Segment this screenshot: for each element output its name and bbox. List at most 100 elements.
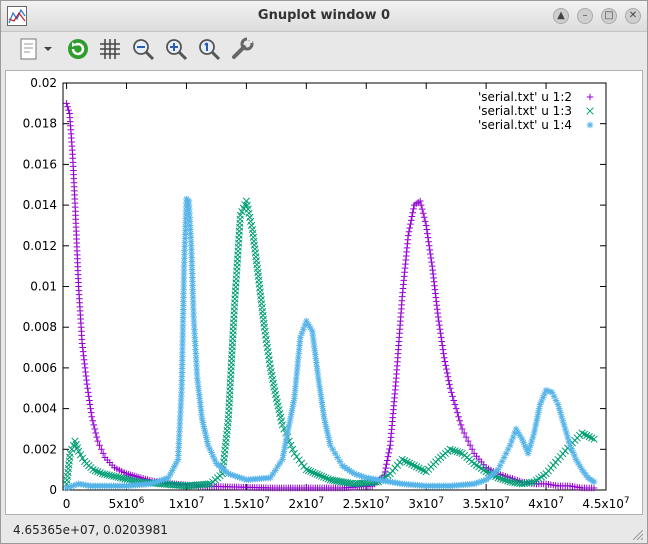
- data-point: [587, 434, 596, 442]
- toolbar: [1, 32, 647, 66]
- maximize-button[interactable]: □: [601, 8, 617, 24]
- data-point: [188, 270, 196, 277]
- data-point: [194, 378, 202, 386]
- export-button[interactable]: [17, 36, 57, 62]
- data-point: [320, 473, 328, 481]
- keep-above-button[interactable]: ▲: [553, 8, 569, 24]
- data-point: [590, 435, 598, 443]
- data-point: [564, 433, 571, 441]
- data-point: [296, 338, 304, 345]
- data-point: [125, 476, 134, 484]
- data-point: [532, 421, 540, 429]
- data-point: [548, 389, 556, 396]
- data-point: [512, 425, 520, 433]
- data-point: [528, 478, 536, 486]
- data-point: [311, 469, 319, 478]
- data-point: [195, 391, 203, 398]
- data-point: [466, 441, 474, 449]
- data-point: [189, 278, 196, 285]
- data-point: [450, 397, 458, 404]
- data-point: [91, 425, 99, 433]
- plot-area[interactable]: 0 0.002 0.004 0.006 0.008 0.01 0.012 0.014 0.016…: [5, 70, 643, 515]
- data-point: [324, 430, 332, 438]
- data-point: [180, 290, 187, 298]
- data-point: [176, 420, 184, 428]
- data-point: [191, 338, 199, 345]
- replot-button[interactable]: [65, 36, 91, 62]
- data-point: [384, 453, 392, 460]
- data-point: [179, 317, 187, 325]
- data-point: [191, 325, 198, 333]
- data-point: [283, 431, 291, 439]
- data-point: [310, 335, 317, 343]
- settings-button[interactable]: [229, 36, 255, 62]
- data-point: [457, 421, 465, 429]
- data-point: [423, 226, 431, 233]
- data-point: [439, 342, 446, 349]
- data-point: [179, 306, 187, 313]
- x-tick-mantissa: 2.5x10: [343, 497, 384, 511]
- data-point: [294, 362, 301, 370]
- data-point: [297, 334, 304, 341]
- data-point: [436, 321, 443, 329]
- title-bar[interactable]: Gnuplot window 0 ▲ – □ ✕: [1, 1, 647, 32]
- data-point: [189, 289, 197, 297]
- data-point: [98, 446, 105, 453]
- resize-grip-icon[interactable]: [633, 530, 643, 540]
- data-point: [281, 443, 289, 451]
- data-point: [424, 234, 432, 241]
- data-point: [180, 262, 188, 270]
- data-point: [227, 471, 234, 478]
- zoom-in-button[interactable]: [163, 36, 189, 62]
- data-point: [112, 473, 120, 481]
- data-point: [336, 458, 344, 465]
- data-point: [448, 389, 455, 396]
- data-point: [290, 399, 297, 406]
- x-tick-label: 4.5x107: [582, 496, 629, 511]
- data-point: [70, 482, 78, 489]
- data-point: [520, 439, 527, 446]
- data-point: [197, 403, 204, 410]
- data-point: [84, 384, 91, 392]
- data-point: [201, 426, 208, 434]
- data-point: [188, 254, 195, 261]
- data-point: [179, 329, 187, 337]
- data-point: [119, 474, 127, 482]
- zoom-out-button[interactable]: [130, 36, 156, 62]
- data-point: [284, 427, 292, 435]
- data-point: [321, 415, 328, 423]
- close-button[interactable]: ✕: [625, 8, 641, 24]
- data-point: [178, 357, 186, 364]
- x-tick-label: 5x106: [109, 496, 145, 511]
- zoom-fit-button[interactable]: [196, 36, 222, 62]
- data-point: [279, 456, 286, 463]
- data-point: [182, 207, 190, 215]
- grid-button[interactable]: [97, 36, 123, 62]
- data-point: [312, 355, 320, 362]
- data-point: [317, 391, 325, 398]
- gnuplot-app-icon: [7, 6, 27, 26]
- data-point: [501, 476, 509, 484]
- data-point: [420, 214, 428, 221]
- scatter-chart[interactable]: 0 0.002 0.004 0.006 0.008 0.01 0.012 0.014 0.016…: [6, 71, 642, 514]
- data-point: [574, 459, 582, 467]
- data-point: [187, 238, 195, 246]
- data-point: [470, 480, 478, 488]
- data-point: [179, 314, 187, 321]
- data-point: [238, 474, 246, 482]
- data-point: [68, 483, 75, 490]
- data-point: [451, 401, 459, 408]
- minimize-button[interactable]: –: [577, 8, 593, 24]
- data-point: [156, 477, 163, 485]
- data-point: [568, 445, 575, 453]
- data-point: [452, 405, 460, 412]
- data-point: [179, 333, 186, 341]
- data-point: [499, 475, 507, 484]
- zoom-in-icon: [166, 39, 188, 61]
- data-point: [511, 429, 518, 437]
- data-point: [211, 456, 219, 464]
- data-point: [438, 338, 446, 345]
- data-point: [63, 100, 70, 107]
- data-point: [295, 350, 303, 357]
- data-point: [206, 445, 214, 453]
